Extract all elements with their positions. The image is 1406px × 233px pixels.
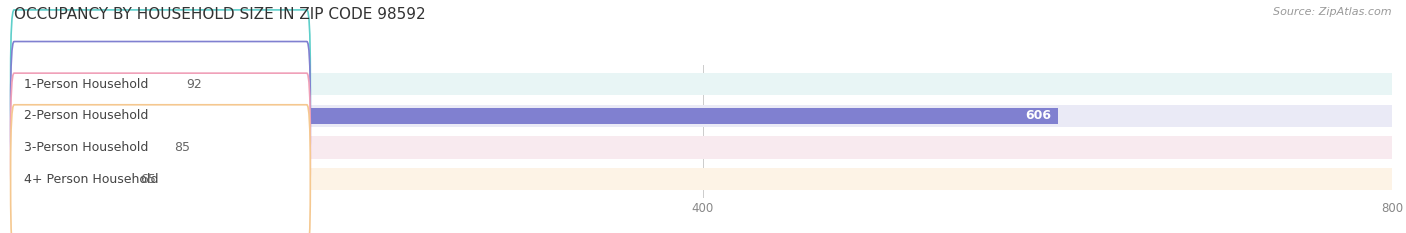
Bar [14, 105, 1392, 127]
Text: 85: 85 [174, 141, 190, 154]
Bar [14, 108, 1057, 124]
Bar [14, 76, 173, 93]
Text: 1-Person Household: 1-Person Household [24, 78, 149, 91]
Text: OCCUPANCY BY HOUSEHOLD SIZE IN ZIP CODE 98592: OCCUPANCY BY HOUSEHOLD SIZE IN ZIP CODE … [14, 7, 426, 22]
Bar [14, 171, 127, 187]
Text: 606: 606 [1025, 109, 1050, 122]
Text: 65: 65 [139, 173, 156, 185]
Text: 2-Person Household: 2-Person Household [24, 109, 149, 122]
Bar [14, 139, 160, 156]
Text: Source: ZipAtlas.com: Source: ZipAtlas.com [1274, 7, 1392, 17]
FancyBboxPatch shape [11, 105, 311, 233]
Bar [14, 136, 1392, 158]
FancyBboxPatch shape [11, 10, 311, 158]
FancyBboxPatch shape [11, 41, 311, 190]
Text: 92: 92 [186, 78, 202, 91]
Bar [14, 168, 1392, 190]
Text: 3-Person Household: 3-Person Household [24, 141, 149, 154]
Text: 4+ Person Household: 4+ Person Household [24, 173, 159, 185]
FancyBboxPatch shape [11, 73, 311, 222]
Bar [14, 73, 1392, 95]
